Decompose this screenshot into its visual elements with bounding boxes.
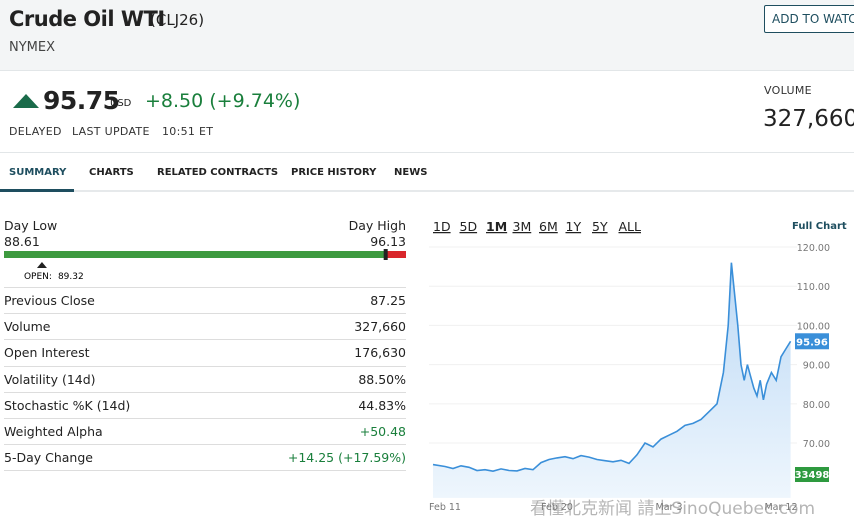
tab[interactable]: RELATED CONTRACTS — [157, 167, 279, 178]
stat-row: Volatility (14d) 88.50% — [4, 365, 406, 393]
stat-value: 44.83% — [358, 397, 406, 413]
stat-label: Volatility (14d) — [4, 371, 96, 387]
range-button[interactable]: ALL — [619, 219, 642, 234]
exchange: NYMEX — [9, 40, 56, 55]
stat-row: Volume 327,660 — [4, 313, 406, 340]
x-tick-label: Feb 11 — [429, 502, 461, 513]
tab-active — [0, 189, 74, 192]
last-price-label: 95.96 — [796, 337, 828, 348]
range-button[interactable]: 6M — [539, 219, 558, 234]
stat-row: 5-Day Change +14.25 (+17.59%) — [4, 444, 406, 471]
stat-value: 87.25 — [370, 293, 406, 308]
range-button[interactable]: 1M — [486, 219, 507, 234]
divider — [0, 152, 854, 153]
stat-value: 88.50% — [358, 371, 406, 387]
x-tick-label: Mar 3 — [656, 502, 683, 513]
row-end — [4, 470, 406, 472]
stat-row: Open Interest 176,630 — [4, 339, 406, 366]
currency: USD — [110, 98, 132, 109]
y-tick-label: 90.00 — [803, 361, 830, 372]
stat-value: +50.48 — [359, 424, 406, 439]
last-price-box — [795, 333, 829, 350]
range-button[interactable]: 5Y — [592, 219, 608, 234]
range-button[interactable]: 5D — [460, 219, 478, 234]
day-high-label: Day High — [348, 218, 406, 233]
last-update-label: LAST UPDATE — [72, 125, 150, 138]
day-high: 96.13 — [370, 234, 406, 249]
y-tick-label: 100.00 — [797, 321, 830, 332]
status: DELAYED — [9, 125, 62, 138]
day-low: 88.61 — [4, 234, 40, 249]
symbol: (CLJ26) — [150, 11, 205, 29]
range-button[interactable]: 3M — [513, 219, 532, 234]
tab[interactable]: NEWS — [394, 167, 428, 178]
range-button[interactable]: 1D — [433, 219, 451, 234]
chart: 1D 5D 1M 3M 6M 1Y 5Y ALL Full Chart 70.00 80.00 90.… — [429, 219, 847, 513]
price: 95.75 — [43, 86, 120, 115]
open-marker — [36, 262, 47, 268]
range-bar — [4, 251, 386, 258]
tab[interactable]: PRICE HISTORY — [291, 167, 377, 178]
stat-label: Open Interest — [4, 345, 90, 361]
day-low-label: Day Low — [4, 218, 58, 233]
volume-box — [795, 467, 829, 482]
up-arrow-shape — [13, 94, 39, 108]
y-tick-label: 120.00 — [797, 243, 830, 254]
stat-label: Weighted Alpha — [4, 424, 103, 439]
line — [432, 262, 792, 473]
header-bg — [0, 0, 854, 71]
stat-value: +14.25 (+17.59%) — [287, 450, 406, 466]
y-tick-label: 80.00 — [803, 400, 830, 411]
volume-label: VOLUME — [764, 84, 812, 97]
y-tick-label: 70.00 — [803, 439, 830, 450]
stat-label: Previous Close — [4, 293, 95, 308]
volume: 327,660 — [763, 106, 854, 132]
stat-row: Stochastic %K (14d) 44.83% — [4, 391, 406, 419]
y-tick-label: 110.00 — [797, 282, 830, 293]
watermark: 看懂北克新闻 請上SinoQuebec.com — [530, 499, 816, 519]
tab[interactable]: CHARTS — [89, 167, 134, 178]
stat-label: Stochastic %K (14d) — [4, 397, 131, 413]
stat-row: Previous Close 87.25 — [4, 287, 406, 314]
stat-row: Weighted Alpha +50.48 — [4, 418, 406, 445]
change: +8.50 (+9.74%) — [145, 90, 301, 112]
full-chart[interactable]: Full Chart — [792, 221, 847, 232]
tab-line — [0, 190, 854, 192]
x-tick-label: Mar 12 — [764, 502, 797, 513]
range-button[interactable]: 1Y — [566, 219, 582, 234]
up-arrow — [13, 94, 39, 108]
stat-value: 327,660 — [354, 319, 406, 335]
x-tick-label: Feb 20 — [541, 502, 573, 513]
volume-label: 33498 — [795, 470, 830, 481]
title: Crude Oil WTI — [9, 7, 165, 31]
tab[interactable]: SUMMARY — [9, 167, 67, 178]
range-marker — [383, 249, 388, 260]
last-update: 10:51 ET — [162, 125, 214, 138]
area — [433, 262, 791, 498]
stat-label: Volume — [4, 319, 51, 335]
stat-label: 5-Day Change — [4, 450, 93, 466]
day-range: OPEN: 89.32 — [4, 249, 406, 282]
open-label: OPEN: — [24, 272, 52, 282]
watch-button[interactable]: ADD TO WATCH — [764, 5, 854, 33]
open-value: 89.32 — [58, 272, 84, 282]
stat-value: 176,630 — [354, 345, 406, 361]
